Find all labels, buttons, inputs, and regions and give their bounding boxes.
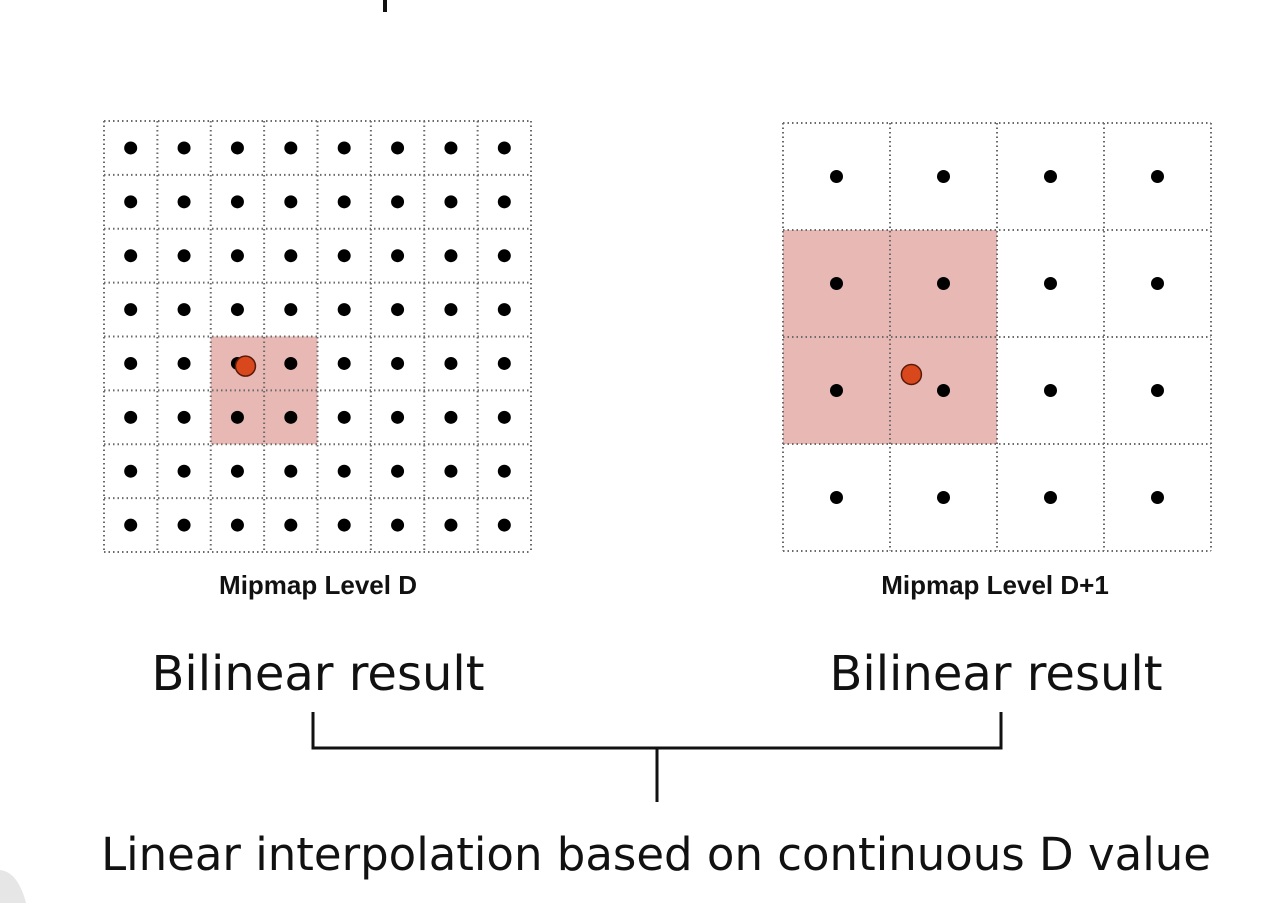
level-d-texel-dot (391, 141, 405, 155)
level-d-texel-dot (230, 249, 244, 263)
level-d-texel-dot (391, 518, 405, 532)
level-d-texel-dot (177, 303, 191, 317)
level-d1-texel-dot (1044, 170, 1057, 183)
combine-bracket (311, 712, 1003, 802)
level-d-texel-dot (177, 518, 191, 532)
level-d-texel-dot (391, 303, 405, 317)
level-d1-texel-dot (830, 170, 843, 183)
mipmap-level-d-caption: Mipmap Level D (219, 570, 417, 600)
level-d-texel-dot (284, 518, 298, 532)
level-d-texel-dot (337, 249, 351, 263)
level-d-texel-dot (124, 356, 138, 370)
mipmap-level-d1-grid (782, 122, 1212, 552)
level-d-texel-dot (124, 303, 138, 317)
bilinear-result-left: Bilinear result (151, 646, 484, 702)
level-d-texel-dot (177, 249, 191, 263)
level-d-texel-dot (230, 464, 244, 478)
level-d1-texel-dot (1151, 277, 1164, 290)
level-d-texel-dot (124, 195, 138, 209)
bilinear-result-right: Bilinear result (829, 646, 1162, 702)
level-d-texel-dot (337, 141, 351, 155)
level-d-texel-dot (497, 410, 511, 424)
level-d-texel-dot (337, 303, 351, 317)
level-d-texel-dot (284, 356, 298, 370)
level-d-texel-dot (444, 410, 458, 424)
level-d1-sample-point (900, 363, 923, 386)
level-d-texel-dot (124, 518, 138, 532)
level-d-texel-dot (444, 249, 458, 263)
level-d-texel-dot (497, 464, 511, 478)
mipmap-level-d-grid (103, 120, 532, 553)
level-d-texel-dot (391, 249, 405, 263)
level-d-texel-dot (284, 410, 298, 424)
level-d-texel-dot (444, 518, 458, 532)
level-d1-texel-dot (830, 491, 843, 504)
level-d-texel-dot (177, 195, 191, 209)
level-d-texel-dot (284, 303, 298, 317)
level-d-texel-dot (230, 195, 244, 209)
level-d1-texel-dot (1151, 384, 1164, 397)
level-d1-texel-dot (1044, 491, 1057, 504)
level-d-texel-dot (177, 141, 191, 155)
level-d-texel-dot (444, 464, 458, 478)
mipmap-level-d1-caption: Mipmap Level D+1 (881, 570, 1109, 600)
level-d-texel-dot (497, 195, 511, 209)
level-d-texel-dot (337, 195, 351, 209)
level-d-texel-dot (337, 518, 351, 532)
level-d-texel-dot (497, 356, 511, 370)
level-d-texel-dot (177, 410, 191, 424)
level-d-texel-dot (177, 464, 191, 478)
level-d1-highlight-region (783, 230, 997, 444)
level-d1-texel-dot (1044, 384, 1057, 397)
level-d-texel-dot (391, 464, 405, 478)
level-d1-texel-dot (1044, 277, 1057, 290)
level-d-texel-dot (284, 141, 298, 155)
level-d-texel-dot (444, 356, 458, 370)
level-d-texel-dot (124, 141, 138, 155)
level-d-texel-dot (230, 303, 244, 317)
level-d1-texel-dot (830, 277, 843, 290)
level-d-texel-dot (284, 249, 298, 263)
level-d-texel-dot (391, 356, 405, 370)
level-d1-texel-dot (830, 384, 843, 397)
level-d1-texel-dot (1151, 170, 1164, 183)
level-d1-texel-dot (937, 491, 950, 504)
level-d1-texel-dot (1151, 491, 1164, 504)
level-d-texel-dot (284, 464, 298, 478)
level-d1-texel-dot (937, 384, 950, 397)
level-d-sample-point (234, 355, 257, 377)
level-d-texel-dot (284, 195, 298, 209)
level-d-texel-dot (497, 303, 511, 317)
level-d-texel-dot (497, 141, 511, 155)
level-d-highlight-region (210, 336, 318, 445)
level-d-texel-dot (391, 195, 405, 209)
linear-interpolation-caption: Linear interpolation based on continuous… (101, 828, 1211, 881)
level-d1-texel-dot (937, 170, 950, 183)
level-d-texel-dot (444, 303, 458, 317)
level-d-texel-dot (124, 249, 138, 263)
level-d-texel-dot (444, 195, 458, 209)
level-d-texel-dot (337, 464, 351, 478)
level-d-texel-dot (124, 410, 138, 424)
level-d-texel-dot (337, 410, 351, 424)
level-d-texel-dot (497, 249, 511, 263)
level-d-texel-dot (230, 410, 244, 424)
level-d-texel-dot (230, 141, 244, 155)
level-d-texel-dot (230, 518, 244, 532)
level-d1-texel-dot (937, 277, 950, 290)
level-d-texel-dot (391, 410, 405, 424)
level-d-texel-dot (497, 518, 511, 532)
level-d-texel-dot (444, 141, 458, 155)
corner-artifact (0, 870, 26, 903)
level-d-texel-dot (177, 356, 191, 370)
level-d-texel-dot (124, 464, 138, 478)
level-d-texel-dot (337, 356, 351, 370)
